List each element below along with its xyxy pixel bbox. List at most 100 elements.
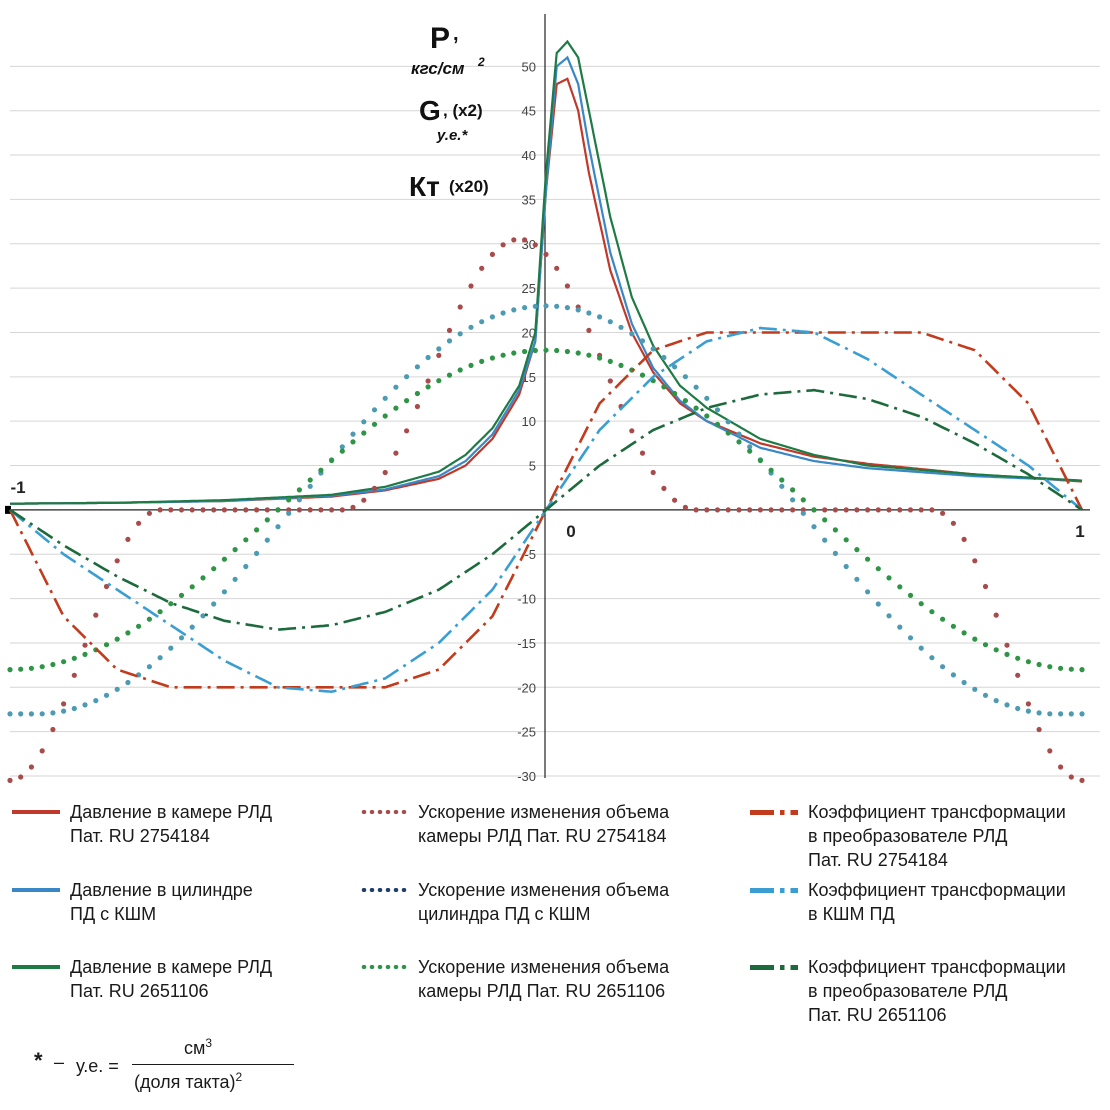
data-point bbox=[414, 390, 420, 397]
y-tick-label: -20 bbox=[517, 680, 536, 695]
data-point bbox=[747, 444, 753, 450]
data-point bbox=[264, 507, 270, 513]
data-point bbox=[157, 507, 163, 513]
data-point bbox=[125, 536, 131, 543]
data-point bbox=[843, 507, 849, 513]
data-point bbox=[575, 350, 581, 356]
data-point bbox=[972, 636, 978, 642]
legend-symbol bbox=[750, 810, 798, 815]
legend-item: Коэффициент трансформации в преобразоват… bbox=[750, 800, 1100, 878]
data-point bbox=[993, 698, 999, 704]
title-g: G bbox=[419, 95, 441, 126]
data-point bbox=[82, 702, 88, 708]
data-point bbox=[811, 507, 817, 513]
data-point bbox=[7, 667, 13, 673]
data-point bbox=[7, 711, 13, 717]
data-point bbox=[1068, 774, 1074, 780]
data-point bbox=[1004, 702, 1010, 708]
footnote-unit: у.е. = bbox=[76, 1056, 119, 1076]
data-point bbox=[318, 467, 324, 473]
data-point bbox=[243, 507, 249, 513]
data-point bbox=[468, 283, 474, 289]
data-point bbox=[672, 497, 678, 503]
data-point bbox=[961, 679, 967, 686]
data-point bbox=[232, 576, 238, 582]
data-point bbox=[243, 563, 249, 570]
data-point bbox=[554, 347, 560, 354]
data-point bbox=[875, 566, 881, 572]
data-point bbox=[361, 497, 367, 503]
data-point bbox=[489, 355, 495, 361]
data-point bbox=[693, 405, 699, 411]
data-point bbox=[1004, 651, 1010, 658]
data-point bbox=[468, 324, 474, 330]
data-point bbox=[532, 347, 538, 354]
data-point bbox=[822, 537, 828, 543]
data-point bbox=[768, 467, 774, 473]
data-point bbox=[61, 701, 67, 707]
data-point bbox=[693, 507, 699, 513]
data-point bbox=[350, 439, 356, 445]
data-point bbox=[1015, 705, 1021, 712]
legend-item: Коэффициент трансформации в КШМ ПД bbox=[750, 878, 1100, 956]
data-point bbox=[725, 419, 731, 425]
data-point bbox=[832, 527, 839, 533]
x-tick-label: -1 bbox=[10, 478, 25, 497]
data-point bbox=[382, 413, 388, 419]
series-line-2 bbox=[10, 39, 1083, 505]
data-point bbox=[629, 331, 635, 337]
data-point bbox=[907, 507, 914, 513]
data-point bbox=[61, 708, 67, 714]
y-tick-label: 25 bbox=[522, 281, 536, 296]
data-point bbox=[350, 504, 356, 510]
data-point bbox=[50, 726, 56, 733]
data-point bbox=[28, 711, 34, 717]
title-p: P bbox=[430, 22, 450, 55]
data-point bbox=[436, 378, 442, 384]
data-point bbox=[393, 405, 399, 411]
data-point bbox=[157, 609, 163, 615]
legend-item: Ускорение изменения объема цилиндра ПД с… bbox=[360, 878, 700, 956]
data-point bbox=[221, 507, 227, 513]
data-point bbox=[1015, 672, 1021, 678]
data-point bbox=[790, 497, 796, 503]
data-point bbox=[296, 487, 302, 493]
legend-label: Ускорение изменения объема цилиндра ПД с… bbox=[418, 880, 670, 924]
data-point bbox=[511, 307, 517, 313]
data-point bbox=[393, 450, 399, 456]
data-point bbox=[404, 428, 410, 434]
data-point bbox=[243, 537, 249, 543]
data-point bbox=[232, 507, 238, 513]
data-point bbox=[446, 372, 453, 378]
data-point bbox=[457, 367, 463, 373]
data-point bbox=[1079, 711, 1085, 717]
data-point bbox=[18, 666, 24, 672]
data-point bbox=[61, 659, 67, 665]
data-point bbox=[382, 395, 388, 401]
data-point bbox=[693, 384, 699, 390]
data-point bbox=[1036, 726, 1042, 733]
data-point bbox=[575, 307, 581, 313]
data-point bbox=[907, 592, 914, 599]
data-point bbox=[532, 242, 538, 248]
data-point bbox=[425, 378, 431, 384]
data-point bbox=[254, 507, 260, 513]
footnote-numerator: см3 bbox=[184, 1036, 213, 1058]
data-point bbox=[607, 358, 613, 364]
data-point bbox=[822, 517, 828, 523]
x-tick-label: 0 bbox=[566, 522, 575, 541]
data-point bbox=[1068, 666, 1074, 672]
data-point bbox=[221, 589, 227, 595]
data-point bbox=[972, 686, 978, 692]
data-point bbox=[18, 774, 24, 780]
title-g-unit: у.е.* bbox=[436, 127, 468, 144]
data-point bbox=[704, 395, 710, 401]
data-point bbox=[296, 507, 302, 513]
data-point bbox=[586, 310, 592, 316]
legend-item: Ускорение изменения объема камеры РЛД Па… bbox=[360, 800, 700, 878]
data-point bbox=[564, 348, 571, 355]
legend-label: Коэффициент трансформации в преобразоват… bbox=[808, 802, 1066, 870]
data-point bbox=[714, 507, 721, 513]
legend-item: Коэффициент трансформации в преобразоват… bbox=[750, 955, 1100, 1033]
data-point bbox=[865, 556, 871, 562]
